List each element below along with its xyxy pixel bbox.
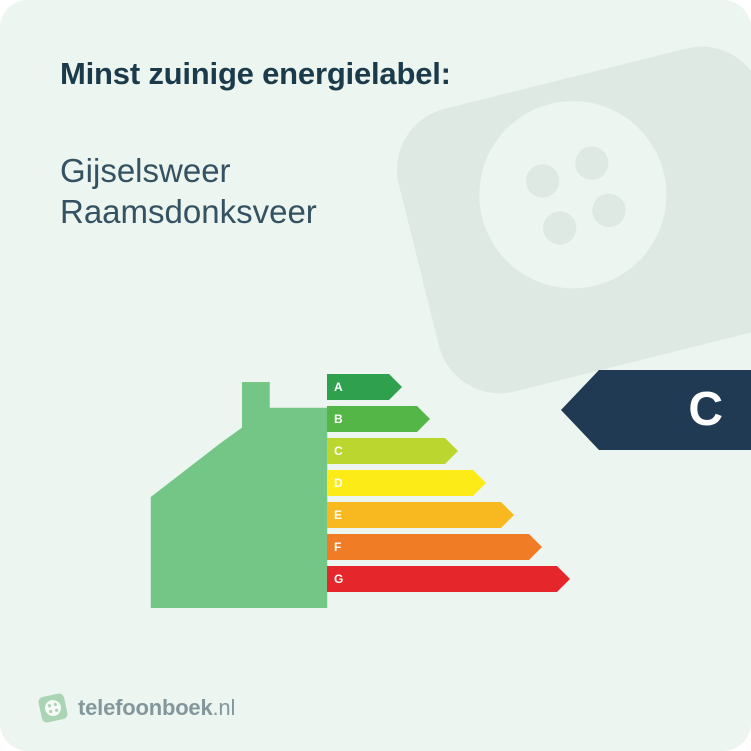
- bar-shape: [327, 566, 570, 592]
- footer-logo-icon: [35, 690, 71, 726]
- bar-letter: E: [334, 502, 342, 528]
- bar-letter: F: [334, 534, 341, 560]
- footer-brand-light: .nl: [213, 695, 236, 720]
- bar-letter: A: [334, 374, 343, 400]
- bar-shape: [327, 534, 542, 560]
- content-area: Minst zuinige energielabel: Gijselsweer …: [0, 0, 751, 233]
- subtitle-line2: Raamsdonksveer: [60, 193, 317, 230]
- bar-letter: D: [334, 470, 343, 496]
- rating-tag: C: [561, 370, 751, 450]
- card-subtitle: Gijselsweer Raamsdonksveer: [60, 150, 691, 233]
- bar-shape: [327, 438, 458, 464]
- bar-letter: C: [334, 438, 343, 464]
- footer-brand-bold: telefoonboek: [78, 695, 213, 720]
- footer-brand: telefoonboek.nl: [38, 693, 235, 723]
- house-icon: [150, 378, 330, 608]
- bar-letter: G: [334, 566, 343, 592]
- footer-text: telefoonboek.nl: [78, 695, 235, 721]
- subtitle-line1: Gijselsweer: [60, 152, 231, 189]
- bar-shape: [327, 502, 514, 528]
- info-card: Minst zuinige energielabel: Gijselsweer …: [0, 0, 751, 751]
- rating-letter: C: [688, 370, 723, 450]
- card-title: Minst zuinige energielabel:: [60, 56, 691, 92]
- bar-shape: [327, 470, 486, 496]
- bar-letter: B: [334, 406, 343, 432]
